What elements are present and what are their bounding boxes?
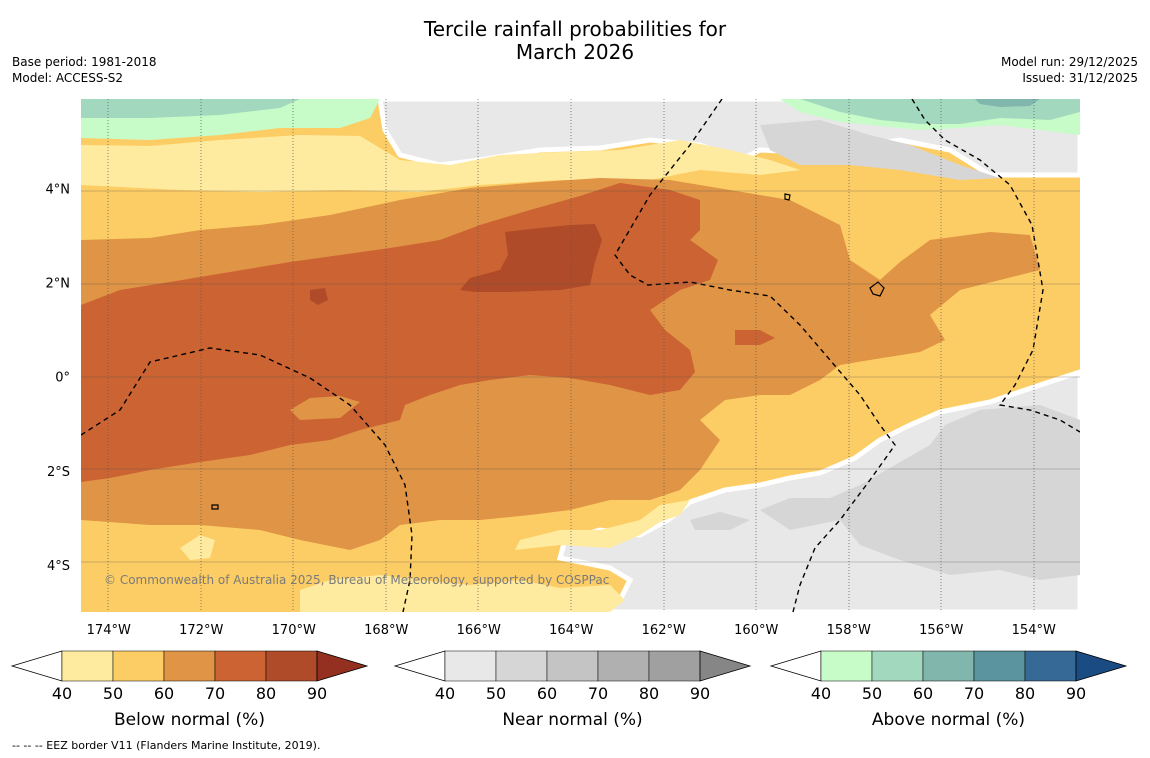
colorbar-above-high-arrow	[1075, 650, 1128, 682]
below-normal-40-south-patch	[515, 500, 690, 550]
above-normal-60-patch	[975, 99, 1040, 107]
below-normal-40-south-band	[300, 575, 625, 612]
near-normal-50-region	[760, 405, 1080, 580]
colorbar-tick-label: 90	[690, 684, 710, 703]
colorbar-above-segment	[820, 650, 873, 682]
chart-title: Tercile rainfall probabilities for March…	[0, 18, 1150, 64]
colorbar-near-low-arrow	[393, 650, 446, 682]
colorbar-below-segment	[265, 650, 318, 682]
lon-tick-label: 154°W	[1012, 623, 1056, 638]
colorbar-near-segment	[495, 650, 548, 682]
title-line-1: Tercile rainfall probabilities for	[423, 17, 727, 41]
lat-tick-label: 2°N	[46, 277, 71, 292]
island-outline-b	[784, 193, 791, 201]
colorbar-tick-label: 50	[862, 684, 882, 703]
colorbar-tick-label: 50	[486, 684, 506, 703]
lon-tick-label: 162°W	[642, 623, 686, 638]
title-line-2: March 2026	[515, 40, 635, 64]
lon-tick-label: 166°W	[457, 623, 501, 638]
lon-tick-label: 174°W	[87, 623, 131, 638]
latitude-lines	[81, 190, 1080, 563]
lon-tick-label: 160°W	[734, 623, 778, 638]
lon-tick-label: 164°W	[549, 623, 593, 638]
colorbar-below-high-arrow	[316, 650, 369, 682]
above-normal-50-band-west	[81, 99, 300, 118]
island-outline-c	[211, 504, 219, 510]
below-normal-80-region	[460, 224, 602, 292]
colorbar-near-segment	[444, 650, 497, 682]
colorbar-above: 40 50 60 70 80 90 Above normal (%)	[769, 650, 1128, 730]
colorbar-above-segment	[922, 650, 975, 682]
lon-tick-label: 170°W	[272, 623, 316, 638]
near-normal-north-50	[760, 120, 1000, 180]
axis-ticks: 174°W 172°W 170°W 168°W 166°W 164°W 162°W 160°W…	[46, 182, 1056, 638]
base-info: Base period: 1981-2018 Model: ACCESS-S2	[12, 54, 157, 86]
colorbar-near-high-arrow	[699, 650, 752, 682]
model-run: Model run: 29/12/2025	[1000, 55, 1138, 69]
below-normal-70-cutout-a	[290, 396, 360, 420]
eez-border-east	[911, 99, 1080, 433]
colorbar-below-segment	[214, 650, 267, 682]
lon-tick-label: 156°W	[919, 623, 963, 638]
copyright-notice: © Commonwealth of Australia 2025, Bureau…	[104, 573, 609, 587]
eez-border-central	[614, 99, 896, 612]
colorbar-tick-label: 70	[964, 684, 984, 703]
colorbar-tick-label: 80	[256, 684, 276, 703]
colorbar-tick-label: 80	[1015, 684, 1035, 703]
colorbar-tick-label: 70	[205, 684, 225, 703]
colorbar-near-segment	[546, 650, 599, 682]
colorbar-below: 40 50 60 70 80 90 Below normal (%)	[10, 650, 369, 730]
colorbar-tick-label: 90	[307, 684, 327, 703]
model-name: Model: ACCESS-S2	[12, 71, 124, 85]
below-normal-70-patch-b	[735, 330, 775, 345]
colorbar-below-segment	[112, 650, 165, 682]
issued-date: Issued: 31/12/2025	[1022, 71, 1138, 85]
colorbars: 40 50 60 70 80 90 Below normal (%) 40 50 60 70 80 90…	[10, 650, 1128, 730]
colorbar-tick-label: 40	[435, 684, 455, 703]
colorbar-tick-label: 40	[52, 684, 72, 703]
lon-tick-label: 172°W	[179, 623, 223, 638]
base-period: Base period: 1981-2018	[12, 55, 157, 69]
lat-tick-label: 0°	[55, 371, 70, 386]
colorbar-tick-label: 80	[639, 684, 659, 703]
colorbar-above-segment	[1024, 650, 1077, 682]
colorbar-near: 40 50 60 70 80 90 Near normal (%)	[393, 650, 752, 730]
colorbar-below-segment	[163, 650, 216, 682]
lon-tick-label: 168°W	[364, 623, 408, 638]
below-normal-80-patch	[310, 288, 328, 305]
run-info: Model run: 29/12/2025 Issued: 31/12/2025	[1001, 54, 1138, 86]
colorbar-above-label: Above normal (%)	[872, 710, 1025, 730]
colorbar-below-low-arrow	[10, 650, 63, 682]
colorbar-above-low-arrow	[769, 650, 822, 682]
colorbar-tick-label: 70	[588, 684, 608, 703]
colorbar-near-label: Near normal (%)	[502, 710, 642, 730]
eez-legend-note: -- -- -- EEZ border V11 (Flanders Marine…	[12, 739, 321, 752]
lon-tick-label: 158°W	[827, 623, 871, 638]
colorbar-above-segment	[973, 650, 1026, 682]
colorbar-tick-label: 60	[154, 684, 174, 703]
colorbar-tick-label: 60	[537, 684, 557, 703]
below-normal-40-patch-a	[180, 535, 215, 560]
colorbar-below-segment	[61, 650, 114, 682]
colorbar-tick-label: 90	[1066, 684, 1086, 703]
colorbar-below-label: Below normal (%)	[114, 710, 265, 730]
lat-tick-label: 2°S	[47, 465, 70, 480]
colorbar-tick-label: 40	[811, 684, 831, 703]
colorbar-tick-label: 60	[913, 684, 933, 703]
island-outline-a	[869, 281, 885, 297]
lat-tick-label: 4°N	[46, 182, 71, 197]
colorbar-near-segment	[597, 650, 650, 682]
map-field: © Commonwealth of Australia 2025, Bureau…	[81, 99, 1080, 612]
eez-border-west	[81, 347, 413, 612]
colorbar-above-segment	[871, 650, 924, 682]
colorbar-near-segment	[648, 650, 701, 682]
eez-borders	[81, 99, 1080, 612]
colorbar-tick-label: 50	[103, 684, 123, 703]
lat-tick-label: 4°S	[47, 559, 70, 574]
below-normal-40-band	[81, 135, 800, 192]
near-normal-50-patch-2	[690, 512, 750, 530]
